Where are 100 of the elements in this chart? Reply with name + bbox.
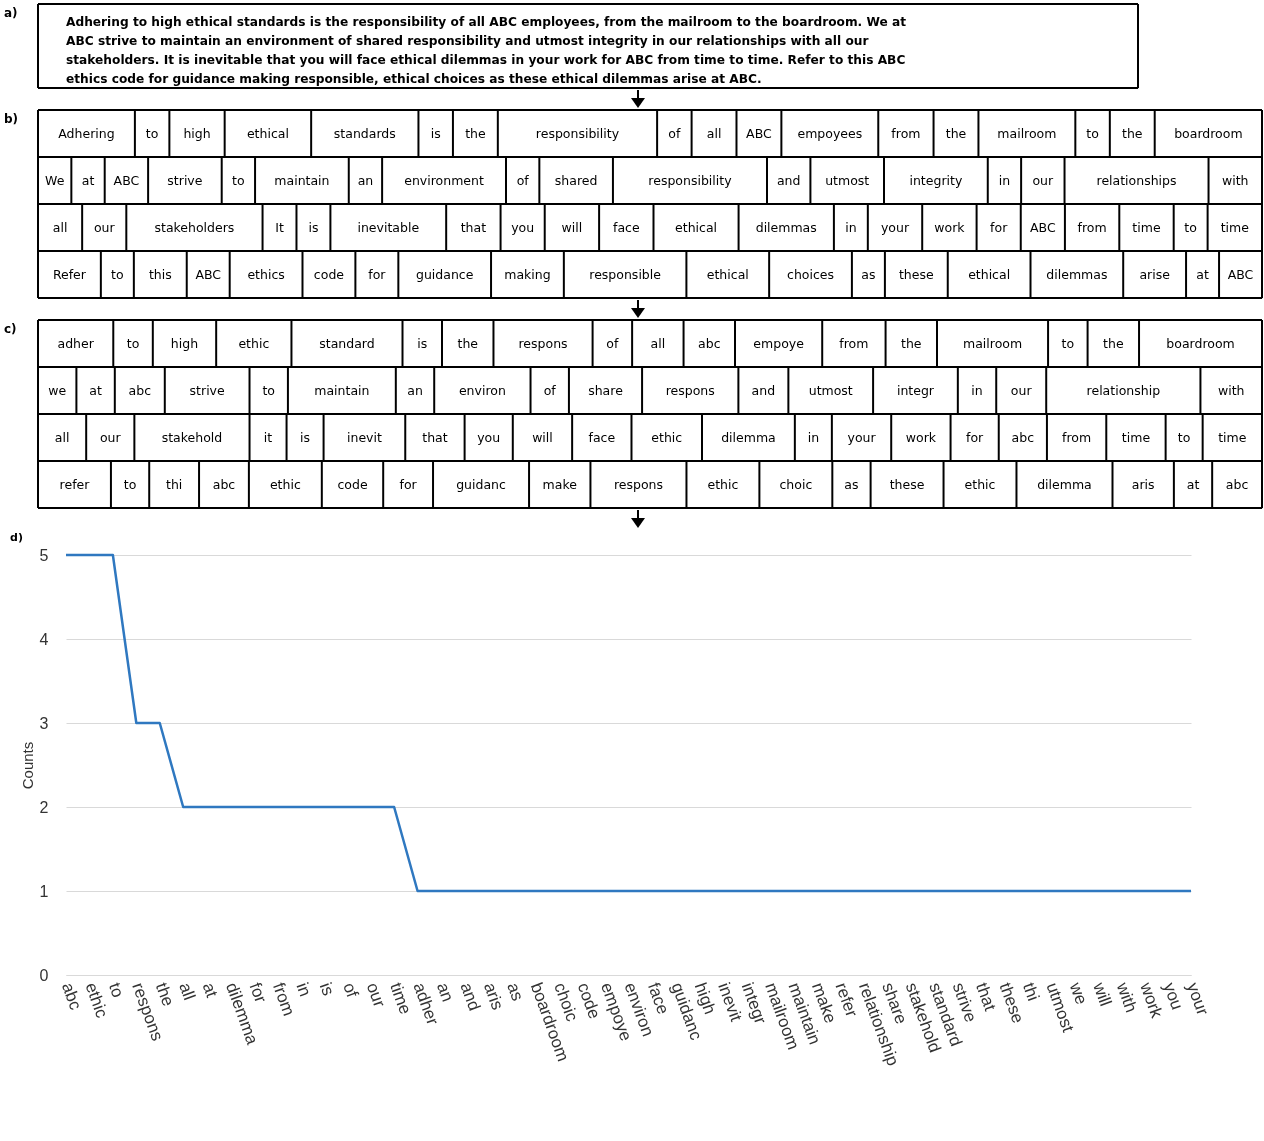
text: and: [776, 172, 801, 188]
text: all: [706, 125, 722, 141]
text: guidance: [415, 266, 474, 282]
text: arise: [1139, 266, 1170, 282]
text: time: [1218, 429, 1247, 445]
text: at: [81, 172, 95, 188]
text: ethical: [706, 266, 749, 282]
text: integr: [896, 382, 934, 398]
text: responsibility: [535, 125, 620, 141]
text: will: [561, 219, 583, 235]
text: face: [588, 429, 616, 445]
text: time: [1132, 219, 1161, 235]
text: from: [1062, 429, 1092, 445]
text: to: [1061, 335, 1075, 351]
text: for: [990, 219, 1008, 235]
text: this: [148, 266, 172, 282]
text: refer: [59, 476, 90, 492]
text: ethics: [247, 266, 285, 282]
text: making: [504, 266, 551, 282]
text: of: [543, 382, 556, 398]
text: to: [1184, 219, 1197, 235]
text: dilemma: [721, 429, 776, 445]
text: of: [606, 335, 619, 351]
text: stakehold: [161, 429, 223, 445]
text: stakeholders: [154, 219, 235, 235]
y-tick-label: 2: [39, 798, 49, 816]
text: these: [889, 476, 925, 492]
text: to: [262, 382, 275, 398]
text: our: [99, 429, 121, 445]
text: with: [1222, 172, 1249, 188]
text: that: [422, 429, 448, 445]
text: from: [839, 335, 869, 351]
text: Adhering to high ethical standards is the responsibility of all ABC employees, from the mailroom to the boardroom. We at: [66, 15, 907, 29]
text: from: [891, 125, 921, 141]
text: the: [1103, 335, 1124, 351]
text: boardroom: [1166, 335, 1235, 351]
text: thi: [165, 476, 183, 492]
text: an: [407, 382, 423, 398]
text: standards: [333, 125, 396, 141]
x-tick-label: abc: [58, 980, 86, 1013]
text: abc: [212, 476, 236, 492]
text: respons: [665, 382, 715, 398]
text: work: [934, 219, 965, 235]
text: ethical: [246, 125, 289, 141]
text: empoye: [753, 335, 804, 351]
text: ABC strive to maintain an environment of shared responsibility and utmost integrity in our relationships with all our: [66, 34, 869, 48]
text: in: [971, 382, 983, 398]
text: to: [1177, 429, 1191, 445]
text: empoyees: [797, 125, 863, 141]
text: environment: [404, 172, 484, 188]
text: to: [145, 125, 159, 141]
text: stakeholders. It is inevitable that you will face ethical dilemmas in your work for ABC from time to time. Refer to this ABC: [66, 53, 906, 67]
text: responsibility: [648, 172, 732, 188]
x-tick-label: an: [433, 980, 458, 1005]
text: It: [275, 219, 284, 235]
x-tick-label: your: [1183, 980, 1213, 1018]
text: to: [111, 266, 124, 282]
text: c): [4, 322, 17, 336]
text: for: [399, 476, 417, 492]
text: responsible: [589, 266, 661, 282]
text: is: [430, 125, 441, 141]
x-tick-label: all: [175, 980, 199, 1003]
text: in: [998, 172, 1011, 188]
x-tick-label: and: [456, 980, 485, 1014]
text: strive: [189, 382, 225, 398]
y-tick-label: 4: [39, 630, 49, 648]
text: the: [1122, 125, 1143, 141]
text: ABC: [746, 125, 772, 141]
text: ethical: [968, 266, 1011, 282]
text: is: [417, 335, 428, 351]
text: ethics code for guidance making responsible, ethical choices as these ethical dilemmas arise at ABC.: [66, 72, 762, 86]
text: work: [905, 429, 937, 445]
text: our: [93, 219, 115, 235]
text: our: [1010, 382, 1032, 398]
text: the: [901, 335, 922, 351]
text: code: [313, 266, 345, 282]
text: to: [126, 335, 140, 351]
text: abc: [1011, 429, 1035, 445]
text: integrity: [909, 172, 963, 188]
x-tick-label: that: [972, 980, 1000, 1014]
text: respons: [518, 335, 568, 351]
text: dilemmas: [1046, 266, 1108, 282]
text: for: [966, 429, 984, 445]
text: you: [477, 429, 501, 445]
text: mailroom: [997, 125, 1057, 141]
text: utmost: [825, 172, 870, 188]
text: abc: [128, 382, 152, 398]
text: ABC: [113, 172, 140, 188]
text: shared: [554, 172, 598, 188]
text: the: [457, 335, 479, 351]
text: your: [880, 219, 910, 235]
x-tick-label: as: [503, 980, 528, 1004]
y-tick-label: 3: [39, 714, 49, 732]
text: share: [588, 382, 623, 398]
text: respons: [613, 476, 663, 492]
text: all: [52, 219, 68, 235]
text: make: [542, 476, 577, 492]
text: and: [751, 382, 776, 398]
text: as: [861, 266, 876, 282]
text: ethic: [707, 476, 739, 492]
